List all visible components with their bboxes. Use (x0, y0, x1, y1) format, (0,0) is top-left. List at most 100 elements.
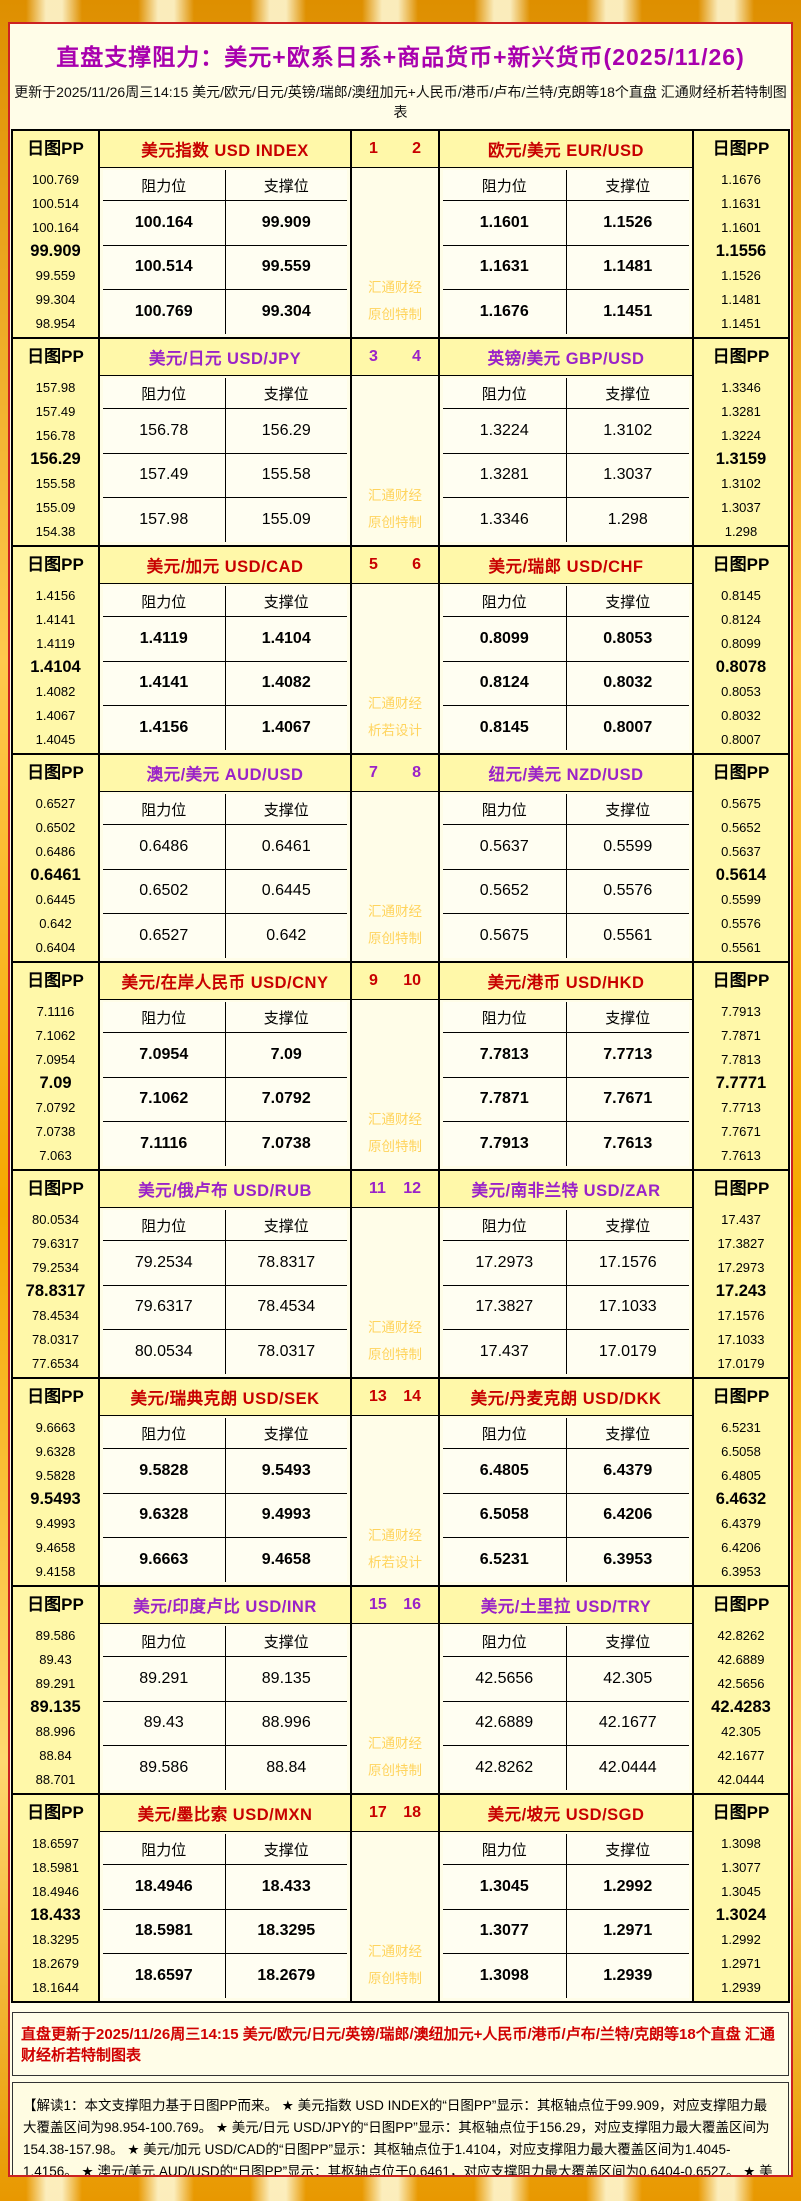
left-pair-number: 13 (369, 1388, 387, 1405)
pp-column-left: 日图PP 7.1116 7.1062 7.0954 7.09 7.0792 7.0738 7… (13, 963, 100, 1169)
resistance-header: 阻力位 (103, 1626, 225, 1656)
resistance-value: 0.6486 (103, 825, 225, 869)
right-pair-number: 10 (403, 972, 421, 989)
pp-header: 日图PP (712, 971, 770, 990)
pp-level-value: 1.2992 (721, 1931, 761, 1947)
pp-level-value: 89.291 (35, 1675, 76, 1691)
pair-grid: 阻力位 支撑位 0.5637 0.5599 0.5652 0.5576 0.5675 0.55… (443, 794, 689, 958)
support-value: 1.2992 (566, 1865, 689, 1909)
brand-watermark-line2: 原创特制 (368, 931, 422, 946)
pair-table-left: 澳元/美元 AUD/USD 阻力位 支撑位 0.6486 0.6461 0.6502 0.… (100, 755, 350, 961)
brand-watermark: 汇通财经 原创特制 (352, 898, 438, 961)
pp-level-value: 6.5058 (721, 1443, 761, 1459)
pp-level-value: 0.8032 (721, 707, 761, 723)
footnotes-box: 【解读1：本文支撑阻力基于日图PP而来。 ★ 美元指数 USD INDEX的“日… (12, 2082, 789, 2177)
brand-watermark-line2: 原创特制 (368, 515, 422, 530)
pp-level-value: 100.514 (32, 195, 79, 211)
support-value: 17.1576 (566, 1241, 689, 1285)
pair-numbers: 9 10 (352, 963, 438, 1000)
support-value: 17.1033 (566, 1285, 689, 1330)
pp-level-value: 1.3045 (721, 1883, 761, 1899)
pp-level-value: 17.1033 (717, 1331, 765, 1347)
pp-level-value: 79.6317 (32, 1235, 79, 1251)
pp-level-value: 0.6486 (35, 843, 76, 859)
brand-watermark-line1: 汇通财经 (368, 696, 422, 711)
resistance-value: 0.8124 (443, 661, 566, 706)
pp-level-value: 17.1576 (717, 1307, 765, 1323)
support-value: 1.1526 (566, 201, 689, 245)
pp-values: 0.5675 0.5652 0.5637 0.5614 0.5599 0.5576 0.55… (694, 791, 788, 961)
support-value: 7.0792 (225, 1077, 347, 1122)
pp-level-value: 154.38 (35, 523, 76, 539)
pp-header: 日图PP (27, 971, 84, 990)
resistance-header: 阻力位 (443, 586, 566, 616)
resistance-header: 阻力位 (443, 1418, 566, 1448)
resistance-value: 42.6889 (443, 1701, 566, 1746)
pivot-value: 9.5493 (30, 1489, 81, 1508)
resistance-value: 89.43 (103, 1701, 225, 1746)
resistance-value: 156.78 (103, 409, 225, 453)
pp-header: 日图PP (712, 139, 770, 158)
brand-watermark: 汇通财经 原创特制 (352, 1730, 438, 1793)
pair-table-left: 美元/加元 USD/CAD 阻力位 支撑位 1.4119 1.4104 1.4141 1.… (100, 547, 350, 753)
resistance-value: 7.7913 (443, 1122, 566, 1166)
pp-header: 日图PP (27, 555, 84, 574)
resistance-value: 9.6328 (103, 1493, 225, 1538)
pp-header: 日图PP (27, 1595, 84, 1614)
support-value: 42.0444 (566, 1746, 689, 1790)
resistance-value: 89.586 (103, 1746, 225, 1790)
resistance-value: 7.7813 (443, 1033, 566, 1077)
brand-watermark-line2: 析若设计 (368, 723, 422, 738)
pp-level-value: 88.84 (39, 1747, 72, 1763)
support-header: 支撑位 (225, 1626, 347, 1656)
resistance-value: 6.5058 (443, 1493, 566, 1538)
pp-level-value: 78.0317 (32, 1331, 79, 1347)
resistance-header: 阻力位 (103, 1210, 225, 1240)
pair-table-left: 美元/墨比索 USD/MXN 阻力位 支撑位 18.4946 18.433 18.598… (100, 1795, 350, 2001)
pp-column-right: 日图PP 7.7913 7.7871 7.7813 7.7771 7.7713 7.767… (692, 963, 788, 1169)
resistance-value: 42.8262 (443, 1746, 566, 1790)
pp-values: 1.3346 1.3281 1.3224 1.3159 1.3102 1.3037 1.29… (694, 375, 788, 545)
pp-header: 日图PP (27, 763, 84, 782)
pair-title: 美元/加元 USD/CAD (100, 547, 350, 584)
pp-level-value: 77.6534 (32, 1355, 79, 1371)
right-pair-number: 18 (403, 1804, 421, 1821)
pair-grid: 阻力位 支撑位 1.4119 1.4104 1.4141 1.4082 1.4156 1.40… (103, 586, 347, 750)
pair-table-left: 美元/在岸人民币 USD/CNY 阻力位 支撑位 7.0954 7.09 7.1062 7… (100, 963, 350, 1169)
pp-column-left: 日图PP 0.6527 0.6502 0.6486 0.6461 0.6445 0.642… (13, 755, 100, 961)
pair-grid: 阻力位 支撑位 6.4805 6.4379 6.5058 6.4206 6.5231 6.39… (443, 1418, 689, 1582)
pp-level-value: 17.3827 (717, 1235, 765, 1251)
resistance-value: 80.0534 (103, 1330, 225, 1374)
pp-level-value: 1.2939 (721, 1979, 761, 1995)
resistance-value: 0.5675 (443, 914, 566, 958)
pp-level-value: 7.1116 (36, 1003, 75, 1019)
pair-title: 美元/墨比索 USD/MXN (100, 1795, 350, 1832)
pair-numbers: 17 18 (352, 1795, 438, 1832)
footnote-1: 【解读1：本文支撑阻力基于日图PP而来。 ★ 美元指数 USD INDEX的“日… (23, 2098, 773, 2177)
pivot-value: 17.243 (715, 1281, 767, 1300)
support-header: 支撑位 (225, 170, 347, 200)
pair-title: 美元/坡元 USD/SGD (440, 1795, 692, 1832)
resistance-value: 0.6527 (103, 914, 225, 958)
pp-level-value: 9.4993 (35, 1515, 76, 1531)
resistance-header: 阻力位 (103, 1002, 225, 1032)
resistance-value: 1.1676 (443, 290, 566, 334)
pair-grid: 阻力位 支撑位 7.7813 7.7713 7.7871 7.7671 7.7913 7.76… (443, 1002, 689, 1166)
support-value: 0.8053 (566, 617, 689, 661)
support-value: 0.8032 (566, 661, 689, 706)
pp-level-value: 0.5652 (721, 819, 761, 835)
pp-column-left: 日图PP 1.4156 1.4141 1.4119 1.4104 1.4082 1.406… (13, 547, 100, 753)
pp-level-value: 9.6328 (35, 1443, 76, 1459)
support-value: 1.4082 (225, 661, 347, 706)
brand-watermark-line2: 析若设计 (368, 1555, 422, 1570)
support-value: 0.6461 (225, 825, 347, 869)
resistance-header: 阻力位 (103, 794, 225, 824)
support-value: 6.4379 (566, 1449, 689, 1493)
pp-level-value: 0.8145 (721, 587, 761, 603)
brand-watermark-line1: 汇通财经 (368, 904, 422, 919)
pp-values: 18.6597 18.5981 18.4946 18.433 18.3295 18.267… (13, 1831, 98, 2001)
pair-number-column: 7 8 汇通财经 原创特制 (350, 755, 440, 961)
pair-numbers: 3 4 (352, 339, 438, 376)
pp-values: 100.769 100.514 100.164 99.909 99.559 99.304 9… (13, 167, 98, 337)
resistance-header: 阻力位 (443, 170, 566, 200)
